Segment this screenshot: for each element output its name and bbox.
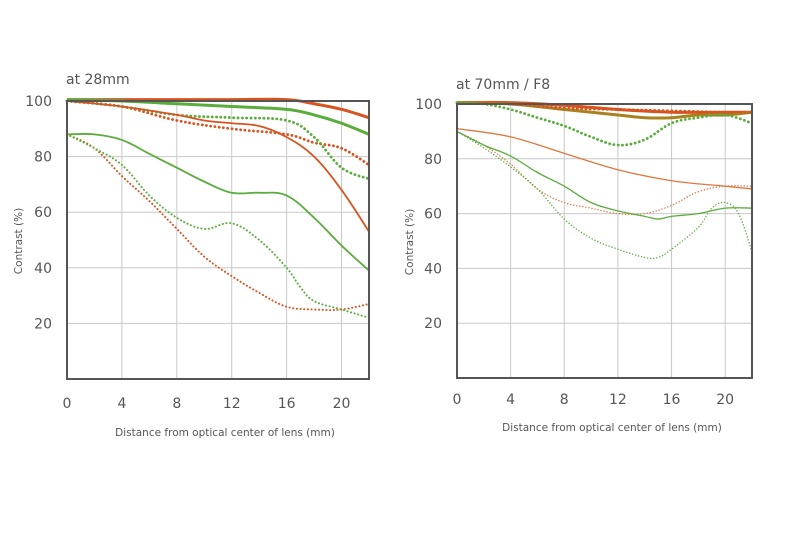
chart-28mm-xtick-4: 4 bbox=[117, 396, 126, 412]
chart-28mm-ytick-40: 40 bbox=[34, 261, 52, 277]
chart-70mm-series-6-line bbox=[456, 130, 753, 216]
chart-28mm-series-5-line bbox=[66, 100, 370, 233]
chart-70mm-ticks: 0 4 8 12 16 20 20 40 60 80 100 bbox=[415, 97, 734, 408]
chart-70mm-frame bbox=[456, 103, 753, 379]
chart-70mm-series-7-line bbox=[456, 130, 753, 220]
chart-28mm-frame bbox=[66, 100, 370, 380]
chart-70mm-xtick-8: 8 bbox=[560, 392, 569, 408]
chart-70mm-ytick-100: 100 bbox=[415, 97, 442, 113]
chart-28mm-series-3-line bbox=[65, 99, 371, 167]
chart-70mm-ytick-60: 60 bbox=[424, 207, 442, 223]
chart-28mm-xtick-0: 0 bbox=[63, 396, 72, 412]
chart-28mm-ticks: 0 4 8 12 16 20 20 40 60 80 100 bbox=[25, 94, 350, 412]
chart-28mm-series-1-line bbox=[66, 97, 370, 120]
chart-28mm-series-6-line bbox=[66, 133, 370, 272]
chart-70mm-ytick-80: 80 bbox=[424, 152, 442, 168]
chart-28mm-ytick-20: 20 bbox=[34, 316, 52, 332]
chart-70mm-xtick-0: 0 bbox=[453, 392, 462, 408]
chart-28mm: at 28mm 0 4 8 12 16 20 20 40 60 80 100 Distance fr… bbox=[13, 72, 371, 439]
chart-70mm-grid bbox=[457, 103, 752, 378]
chart-28mm-ytick-80: 80 bbox=[34, 150, 52, 166]
chart-28mm-xlabel: Distance from optical center of lens (mm… bbox=[115, 427, 335, 439]
chart-28mm-title: at 28mm bbox=[66, 72, 130, 88]
chart-70mm-xtick-16: 16 bbox=[663, 392, 681, 408]
chart-28mm-xtick-8: 8 bbox=[172, 396, 181, 412]
chart-70mm-title: at 70mm / F8 bbox=[456, 77, 550, 93]
chart-70mm-xtick-20: 20 bbox=[716, 392, 734, 408]
chart-70mm-ytick-40: 40 bbox=[424, 261, 442, 277]
chart-28mm-xtick-20: 20 bbox=[333, 396, 351, 412]
chart-70mm-xtick-12: 12 bbox=[609, 392, 627, 408]
chart-70mm-f8: at 70mm / F8 0 4 8 12 16 20 20 40 60 80 100 Distan… bbox=[404, 77, 754, 434]
chart-28mm-grid bbox=[67, 100, 369, 379]
chart-70mm-series-8-line bbox=[456, 130, 753, 260]
chart-70mm-xlabel: Distance from optical center of lens (mm… bbox=[502, 422, 722, 434]
chart-70mm-ytick-20: 20 bbox=[424, 316, 442, 332]
chart-28mm-series-7-line bbox=[66, 133, 370, 312]
chart-28mm-xtick-12: 12 bbox=[223, 396, 241, 412]
chart-28mm-ylabel: Contrast (%) bbox=[13, 208, 25, 274]
chart-28mm-series-8-line bbox=[66, 133, 370, 319]
chart-28mm-xtick-16: 16 bbox=[278, 396, 296, 412]
chart-70mm-xtick-4: 4 bbox=[506, 392, 515, 408]
chart-28mm-ytick-100: 100 bbox=[25, 94, 52, 110]
chart-28mm-series bbox=[65, 97, 371, 319]
chart-28mm-ytick-60: 60 bbox=[34, 205, 52, 221]
chart-70mm-ylabel: Contrast (%) bbox=[404, 209, 416, 275]
chart-70mm-series-4-line bbox=[455, 101, 754, 147]
chart-70mm-series bbox=[455, 100, 754, 260]
